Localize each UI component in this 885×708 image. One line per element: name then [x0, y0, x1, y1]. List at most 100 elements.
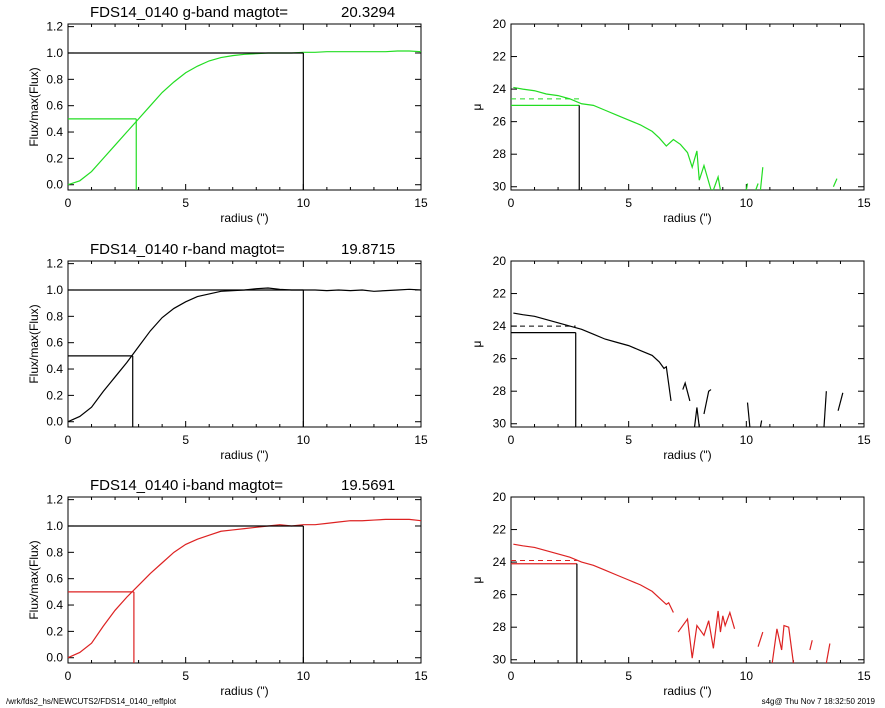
y-tick-label: 0.4 — [46, 125, 63, 139]
y-tick-label: 24 — [493, 319, 507, 333]
x-tick-label: 10 — [297, 669, 311, 683]
x-tick-label: 15 — [414, 669, 428, 683]
chart-panel-6: 0 5 10 15 20 22 24 26 28 30 radius (") μ — [470, 490, 871, 698]
x-axis-label: radius (") — [220, 211, 268, 225]
y-tick-label: 0.4 — [46, 598, 63, 612]
x-axis-label: radius (") — [220, 684, 268, 698]
y-tick-label: 0.6 — [46, 336, 63, 350]
chart-panel-4: 0 5 10 15 20 22 24 26 28 30 radius (") μ — [470, 254, 871, 462]
y-tick-label: 0.6 — [46, 99, 63, 113]
sb-profile-segment — [693, 407, 700, 428]
y-tick-label: 30 — [493, 180, 507, 194]
y-tick-label: 1.0 — [46, 283, 63, 297]
chart-title-value: 20.3294 — [341, 4, 395, 21]
y-axis-label: μ — [470, 340, 484, 347]
y-tick-label: 0.8 — [46, 72, 63, 86]
x-tick-label: 15 — [414, 433, 428, 447]
x-tick-label: 15 — [857, 196, 871, 210]
plot-frame — [510, 496, 865, 664]
chart-panel-1: 0 5 10 15 0.0 0.2 0.4 0.6 0.8 1.0 1.2 radius (") Flu… — [27, 4, 428, 225]
sb-profile-segment — [682, 381, 691, 402]
x-tick-label: 5 — [182, 196, 189, 210]
x-tick-label: 5 — [625, 669, 632, 683]
sb-profile-segment — [832, 178, 838, 187]
sb-profile-segment — [745, 183, 749, 191]
plot-frame — [510, 23, 865, 191]
sb-profile-segment — [757, 631, 764, 647]
y-tick-label: 30 — [493, 417, 507, 431]
sb-profile-segment — [759, 420, 763, 428]
sb-profile-segment — [703, 389, 712, 415]
sb-profile-segment — [513, 312, 672, 402]
y-tick-label: 22 — [493, 287, 507, 301]
growth-curve — [67, 518, 422, 659]
sb-profile-segment — [823, 391, 827, 428]
x-tick-label: 0 — [65, 669, 72, 683]
chart-title: FDS14_0140 g-band magtot= — [90, 4, 288, 21]
sb-profile-segment — [771, 624, 794, 664]
x-tick-label: 15 — [857, 669, 871, 683]
y-tick-label: 1.0 — [46, 519, 63, 533]
chart-panel-5: 0 5 10 15 0.0 0.2 0.4 0.6 0.8 1.0 1.2 radius (") Flu… — [27, 477, 428, 698]
x-tick-label: 10 — [740, 196, 754, 210]
chart-panel-3: 0 5 10 15 0.0 0.2 0.4 0.6 0.8 1.0 1.2 radius (") Flu… — [27, 241, 428, 462]
y-tick-label: 0.8 — [46, 309, 63, 323]
x-tick-label: 5 — [625, 433, 632, 447]
y-tick-label: 26 — [493, 115, 507, 129]
footer-file-path: /wrk/fds2_hs/NEWCUTS2/FDS14_0140_reffplo… — [6, 697, 177, 706]
y-tick-label: 0.0 — [46, 651, 63, 665]
sb-profile-segment — [513, 86, 712, 191]
y-tick-label: 1.0 — [46, 46, 63, 60]
chart-title: FDS14_0140 i-band magtot= — [90, 477, 283, 494]
plot-frame — [67, 496, 422, 664]
y-tick-label: 0.2 — [46, 388, 63, 402]
y-tick-label: 24 — [493, 555, 507, 569]
x-tick-label: 5 — [182, 669, 189, 683]
x-tick-label: 15 — [414, 196, 428, 210]
y-tick-label: 20 — [493, 254, 507, 268]
y-tick-label: 0.0 — [46, 178, 63, 192]
y-tick-label: 0.8 — [46, 545, 63, 559]
sb-profile-segment — [677, 610, 736, 659]
sb-profile-segment — [746, 402, 751, 428]
plot-frame — [510, 260, 865, 428]
x-tick-label: 0 — [508, 433, 515, 447]
sb-profile-segment — [759, 167, 764, 191]
y-axis-label: μ — [470, 103, 484, 110]
x-tick-label: 10 — [297, 196, 311, 210]
x-tick-label: 0 — [508, 669, 515, 683]
chart-title-value: 19.8715 — [341, 241, 395, 258]
y-tick-label: 28 — [493, 147, 507, 161]
x-axis-label: radius (") — [663, 211, 711, 225]
sb-profile-segment — [712, 174, 722, 191]
y-tick-label: 22 — [493, 50, 507, 64]
x-tick-label: 0 — [65, 433, 72, 447]
chart-panel-2: 0 5 10 15 20 22 24 26 28 30 radius (") μ — [470, 17, 871, 225]
y-tick-label: 26 — [493, 588, 507, 602]
y-tick-label: 20 — [493, 490, 507, 504]
y-tick-label: 26 — [493, 352, 507, 366]
growth-curve — [67, 50, 422, 186]
y-axis-label: Flux/max(Flux) — [27, 540, 41, 619]
y-tick-label: 30 — [493, 653, 507, 667]
y-axis-label: Flux/max(Flux) — [27, 304, 41, 383]
chart-title: FDS14_0140 r-band magtot= — [90, 241, 285, 258]
y-tick-label: 1.2 — [46, 257, 63, 271]
sb-profile-segment — [837, 392, 844, 411]
x-tick-label: 10 — [297, 433, 311, 447]
y-axis-label: Flux/max(Flux) — [27, 67, 41, 146]
y-tick-label: 0.2 — [46, 624, 63, 638]
y-tick-label: 1.2 — [46, 493, 63, 507]
x-axis-label: radius (") — [663, 684, 711, 698]
chart-title-value: 19.5691 — [341, 477, 395, 494]
x-tick-label: 5 — [182, 433, 189, 447]
sb-profile-segment — [755, 183, 759, 191]
plot-frame — [67, 23, 422, 191]
y-tick-label: 0.0 — [46, 415, 63, 429]
y-tick-label: 24 — [493, 82, 507, 96]
x-axis-label: radius (") — [220, 448, 268, 462]
y-axis-label: μ — [470, 576, 484, 583]
y-tick-label: 28 — [493, 620, 507, 634]
y-tick-label: 0.2 — [46, 151, 63, 165]
x-axis-label: radius (") — [663, 448, 711, 462]
